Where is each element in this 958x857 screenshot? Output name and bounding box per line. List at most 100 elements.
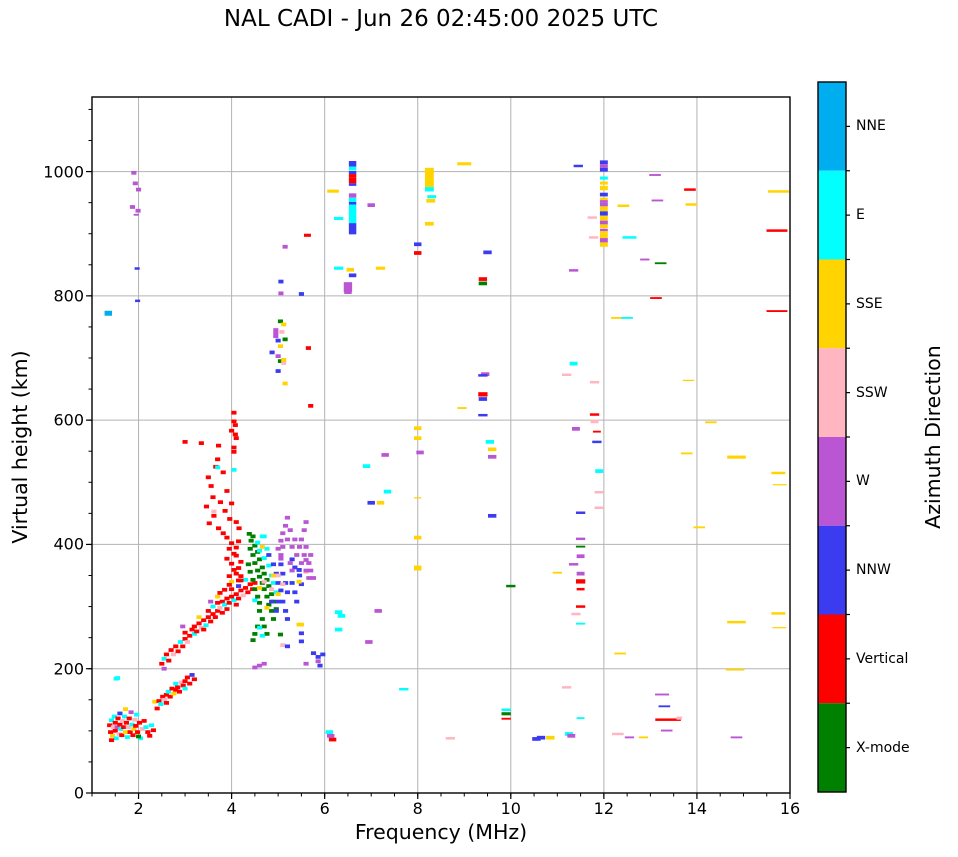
data-point <box>599 185 608 191</box>
colorbar-label-nne: NNE <box>856 118 886 135</box>
data-point <box>367 203 375 207</box>
data-point <box>640 258 650 261</box>
data-point <box>284 617 290 621</box>
data-point <box>203 504 210 509</box>
data-point <box>348 170 357 175</box>
data-point <box>275 581 281 585</box>
x-axis-label: Frequency (MHz) <box>354 820 528 844</box>
data-point <box>245 590 251 595</box>
data-point <box>289 581 295 585</box>
data-point <box>264 546 270 551</box>
data-point <box>308 403 314 408</box>
data-point <box>292 590 298 595</box>
data-point <box>264 594 270 599</box>
data-point <box>182 440 188 444</box>
data-point <box>120 719 126 723</box>
data-point <box>305 346 311 350</box>
data-point <box>727 620 746 624</box>
data-point <box>275 338 281 343</box>
data-point <box>231 449 237 454</box>
data-point <box>149 723 155 728</box>
data-point <box>624 736 635 739</box>
data-point <box>187 681 193 686</box>
data-point <box>457 162 472 166</box>
data-point <box>416 450 424 455</box>
data-point <box>246 532 252 536</box>
data-point <box>771 471 786 475</box>
data-point <box>233 545 239 550</box>
data-point <box>599 181 608 185</box>
data-point <box>487 513 497 518</box>
data-point <box>658 705 671 708</box>
data-point <box>231 598 237 603</box>
data-point <box>592 440 602 444</box>
data-point <box>206 521 212 526</box>
colorbar-label: Azimuth Direction <box>921 345 945 529</box>
data-point <box>685 203 698 206</box>
data-point <box>576 554 585 559</box>
data-point <box>660 729 673 732</box>
data-point <box>303 520 309 524</box>
data-point <box>575 605 586 608</box>
data-point <box>298 639 304 644</box>
data-point <box>599 192 608 197</box>
data-point <box>256 600 263 605</box>
data-point <box>233 520 239 524</box>
data-point <box>599 160 608 165</box>
data-point <box>224 489 230 493</box>
data-point <box>217 591 223 595</box>
data-point <box>599 176 608 180</box>
data-point <box>173 687 179 692</box>
data-point <box>270 581 277 585</box>
data-point <box>327 189 339 193</box>
data-point <box>191 624 197 629</box>
colorbar-segment-nnw <box>818 525 846 615</box>
data-point <box>220 470 226 475</box>
data-point <box>162 697 168 702</box>
data-point <box>222 602 228 607</box>
data-point <box>129 205 136 209</box>
data-point <box>117 711 123 716</box>
data-point <box>599 206 608 212</box>
data-point <box>231 568 237 572</box>
data-point <box>599 215 608 221</box>
data-point <box>189 673 195 677</box>
data-point <box>259 633 265 638</box>
data-point <box>424 187 434 192</box>
data-point <box>135 208 141 213</box>
data-point <box>131 727 137 731</box>
data-point <box>184 640 190 644</box>
data-point <box>180 644 186 649</box>
data-point <box>414 426 422 431</box>
data-point <box>215 594 221 599</box>
data-point <box>252 561 258 565</box>
data-point <box>121 725 127 729</box>
data-point <box>680 452 693 455</box>
data-point <box>296 568 302 572</box>
colorbar-segment-vertical <box>818 614 846 704</box>
y-tick-label: 600 <box>53 410 84 430</box>
data-point <box>589 413 600 416</box>
data-point <box>266 553 272 557</box>
data-point <box>414 242 422 247</box>
data-point <box>772 627 787 629</box>
data-point <box>301 553 307 557</box>
chart-title: NAL CADI - Jun 26 02:45:00 2025 UTC <box>223 6 659 32</box>
data-point <box>298 561 304 565</box>
data-point <box>136 720 143 725</box>
data-point <box>256 663 263 668</box>
data-point <box>296 573 303 578</box>
data-point <box>772 484 787 486</box>
data-point <box>264 577 270 582</box>
data-point <box>240 593 246 598</box>
data-point <box>226 600 232 605</box>
data-point <box>552 571 562 574</box>
data-point <box>270 617 277 621</box>
data-point <box>266 563 272 568</box>
data-point <box>599 238 608 243</box>
data-point <box>348 183 357 186</box>
data-point <box>205 609 211 613</box>
data-point <box>252 543 258 548</box>
colorbar-segment-ssw <box>818 348 846 437</box>
data-point <box>487 454 497 459</box>
